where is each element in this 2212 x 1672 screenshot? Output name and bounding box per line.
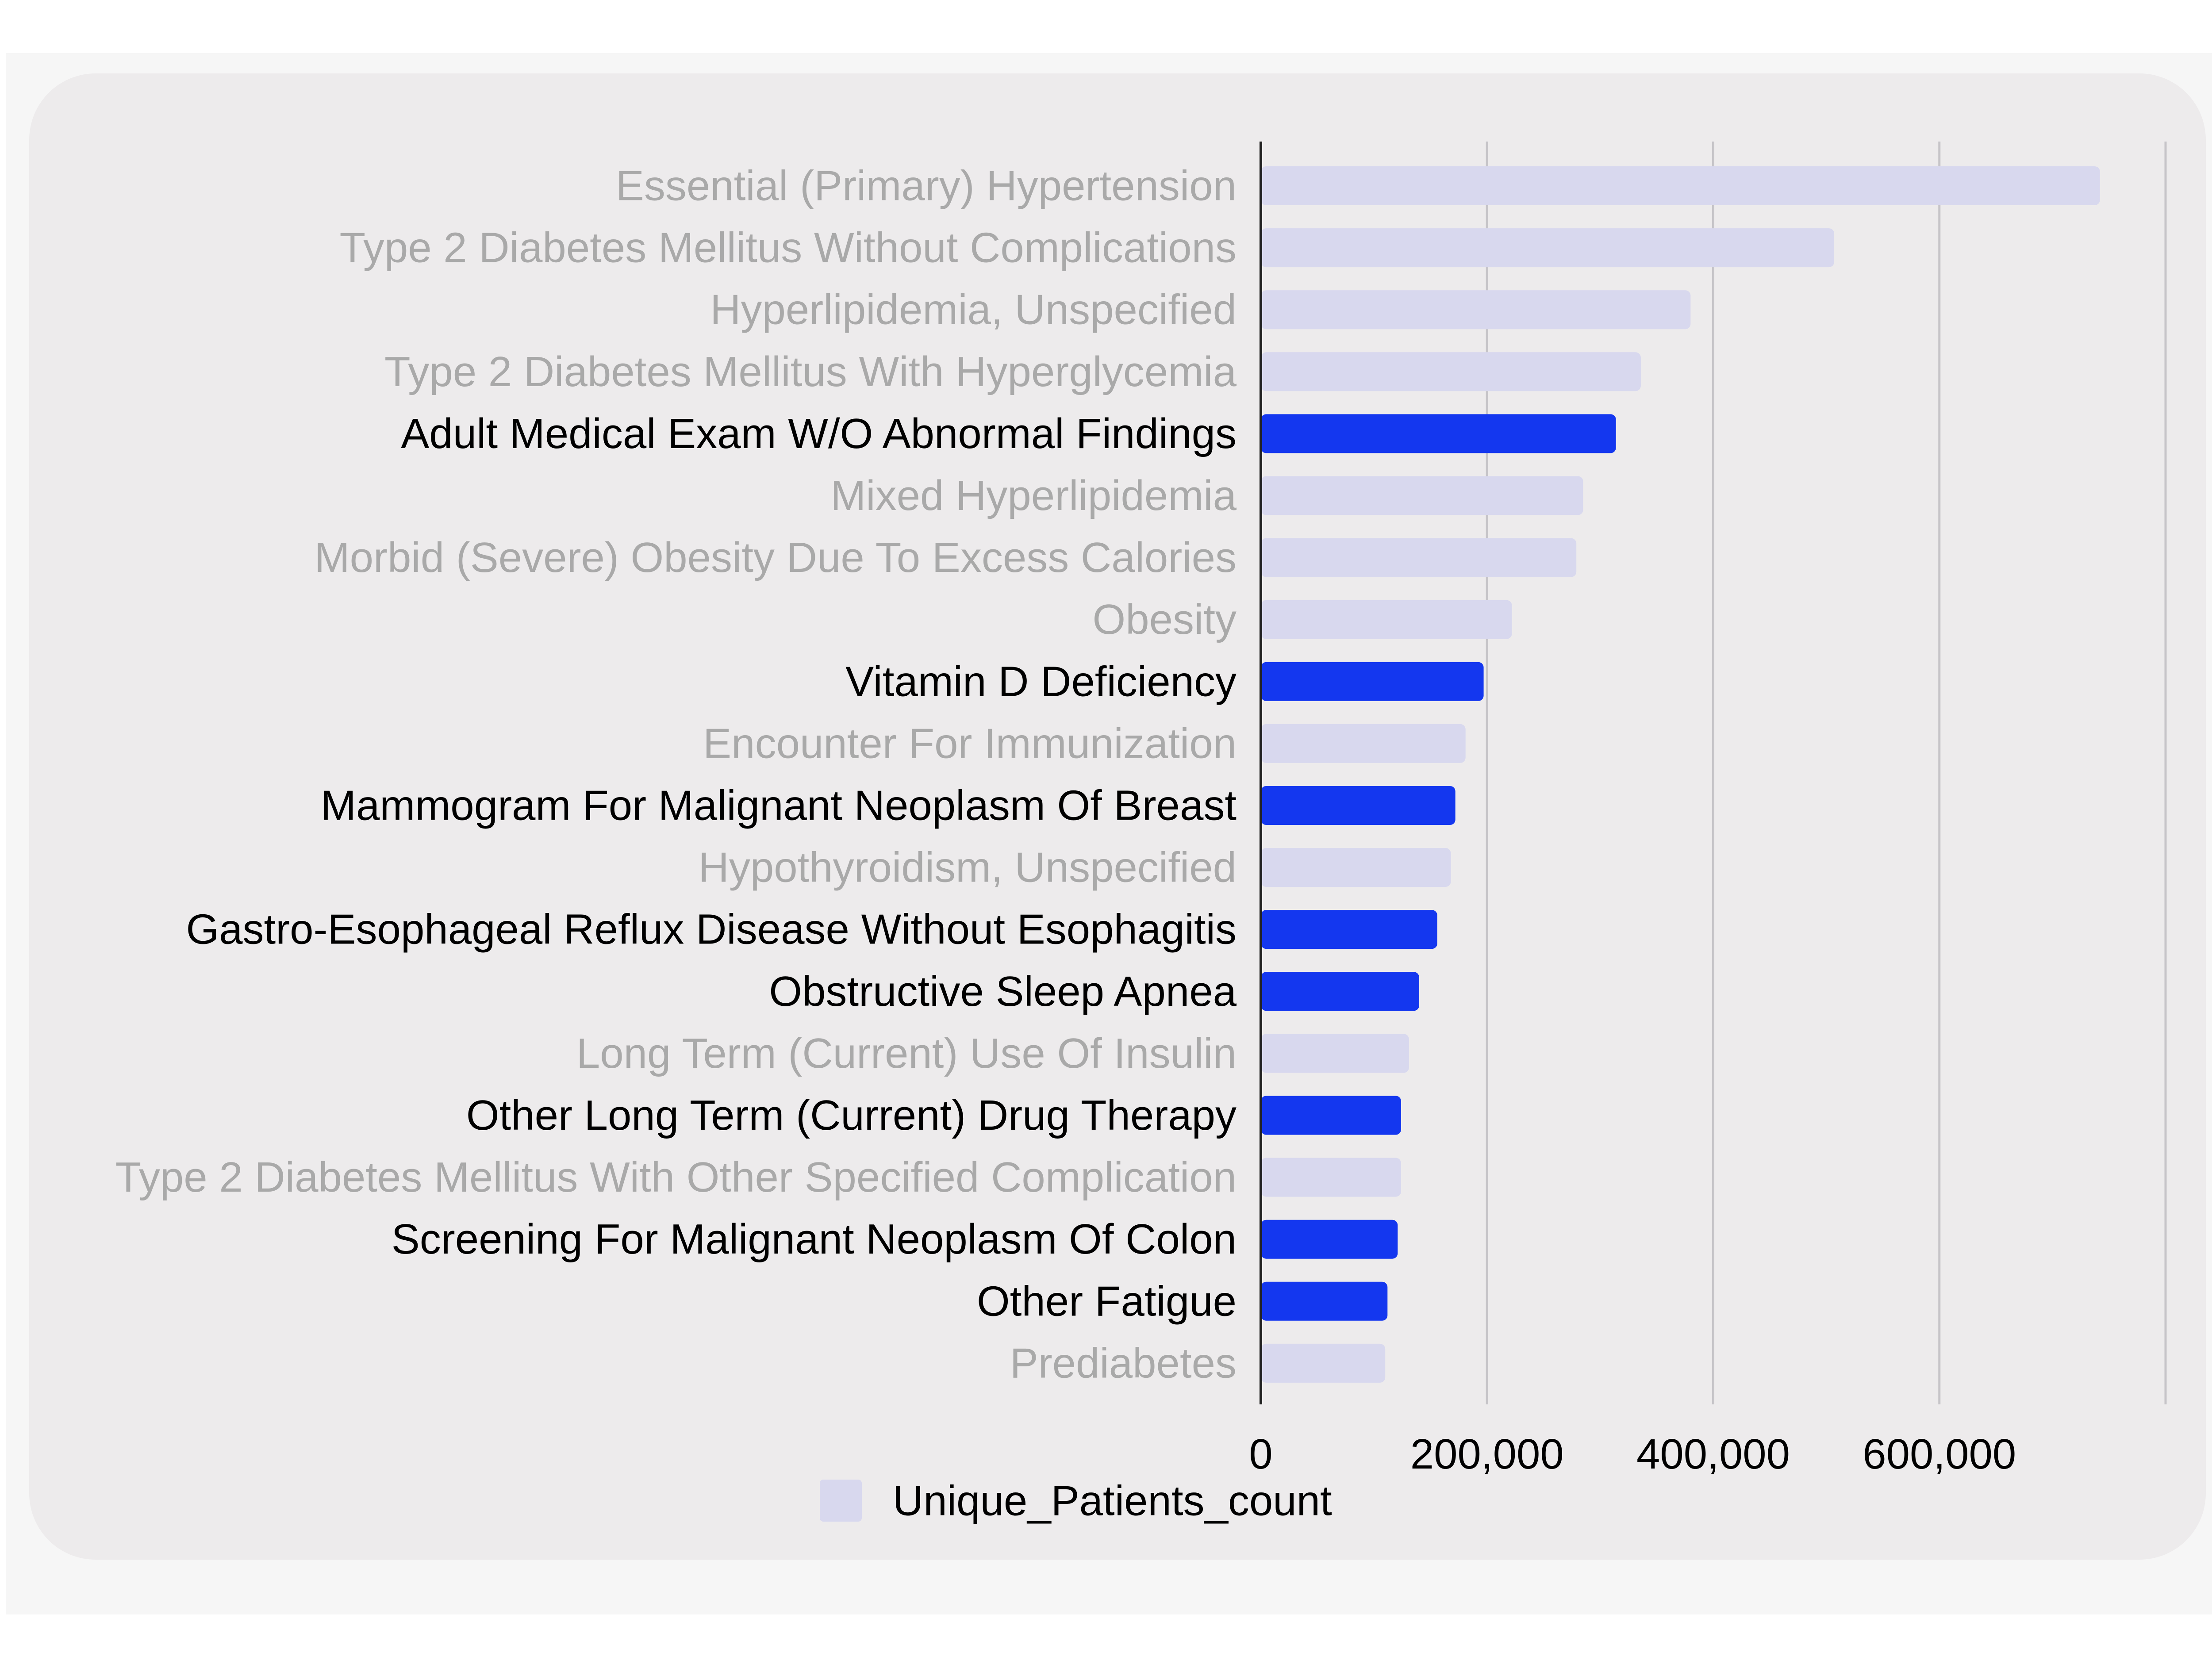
category-label: Obesity	[1093, 596, 1237, 643]
bar[interactable]	[1261, 910, 1437, 949]
legend-swatch	[820, 1480, 862, 1522]
category-label: Mammogram For Malignant Neoplasm Of Brea…	[321, 782, 1237, 829]
category-label: Screening For Malignant Neoplasm Of Colo…	[392, 1216, 1237, 1263]
category-label: Hypothyroidism, Unspecified	[699, 844, 1237, 891]
bar[interactable]	[1261, 1034, 1409, 1073]
category-label: Encounter For Immunization	[703, 720, 1237, 767]
bar[interactable]	[1261, 600, 1512, 639]
category-label: Type 2 Diabetes Mellitus With Other Spec…	[115, 1154, 1237, 1201]
bar[interactable]	[1261, 662, 1484, 701]
gridlines	[1486, 142, 2167, 1404]
bar[interactable]	[1261, 476, 1583, 515]
chart-card	[29, 73, 2206, 1560]
x-tick-label: 400,000	[1636, 1430, 1790, 1478]
category-label: Gastro-Esophageal Reflux Disease Without…	[186, 906, 1237, 953]
category-label: Type 2 Diabetes Mellitus With Hyperglyce…	[384, 348, 1237, 395]
bar[interactable]	[1261, 972, 1419, 1011]
category-label: Mixed Hyperlipidemia	[830, 472, 1237, 519]
category-label: Vitamin D Deficiency	[845, 658, 1237, 705]
category-label: Morbid (Severe) Obesity Due To Excess Ca…	[315, 534, 1237, 581]
category-label: Prediabetes	[1010, 1339, 1237, 1387]
x-axis-ticks: 0 200,000 400,000 600,000	[1249, 1430, 2016, 1478]
bars	[1261, 166, 2100, 1383]
category-label: Essential (Primary) Hypertension	[616, 162, 1237, 210]
bar[interactable]	[1261, 228, 1835, 268]
x-tick-label: 200,000	[1410, 1430, 1564, 1478]
category-label: Hyperlipidemia, Unspecified	[710, 286, 1237, 334]
category-label: Long Term (Current) Use Of Insulin	[576, 1030, 1237, 1077]
bar[interactable]	[1261, 414, 1616, 453]
category-label: Other Long Term (Current) Drug Therapy	[466, 1092, 1237, 1139]
category-label: Other Fatigue	[977, 1277, 1237, 1325]
bar[interactable]	[1261, 1281, 1388, 1321]
category-label: Adult Medical Exam W/O Abnormal Findings	[401, 410, 1237, 457]
category-label: Obstructive Sleep Apnea	[769, 968, 1237, 1015]
category-label: Type 2 Diabetes Mellitus Without Complic…	[339, 224, 1237, 272]
bar[interactable]	[1261, 166, 2100, 205]
bar[interactable]	[1261, 352, 1641, 391]
bar[interactable]	[1261, 1096, 1401, 1135]
bar[interactable]	[1261, 1158, 1401, 1197]
category-labels: Essential (Primary) Hypertension Type 2 D…	[115, 162, 1237, 1387]
x-tick-label: 0	[1249, 1430, 1272, 1478]
bar[interactable]	[1261, 786, 1455, 825]
bar[interactable]	[1261, 1343, 1386, 1383]
bar[interactable]	[1261, 1219, 1398, 1259]
legend-label: Unique_Patients_count	[893, 1477, 1332, 1525]
bar[interactable]	[1261, 538, 1577, 577]
bar[interactable]	[1261, 724, 1466, 763]
legend[interactable]: Unique_Patients_count	[820, 1477, 1332, 1525]
bar[interactable]	[1261, 290, 1691, 330]
bar[interactable]	[1261, 848, 1451, 887]
x-tick-label: 600,000	[1863, 1430, 2016, 1478]
